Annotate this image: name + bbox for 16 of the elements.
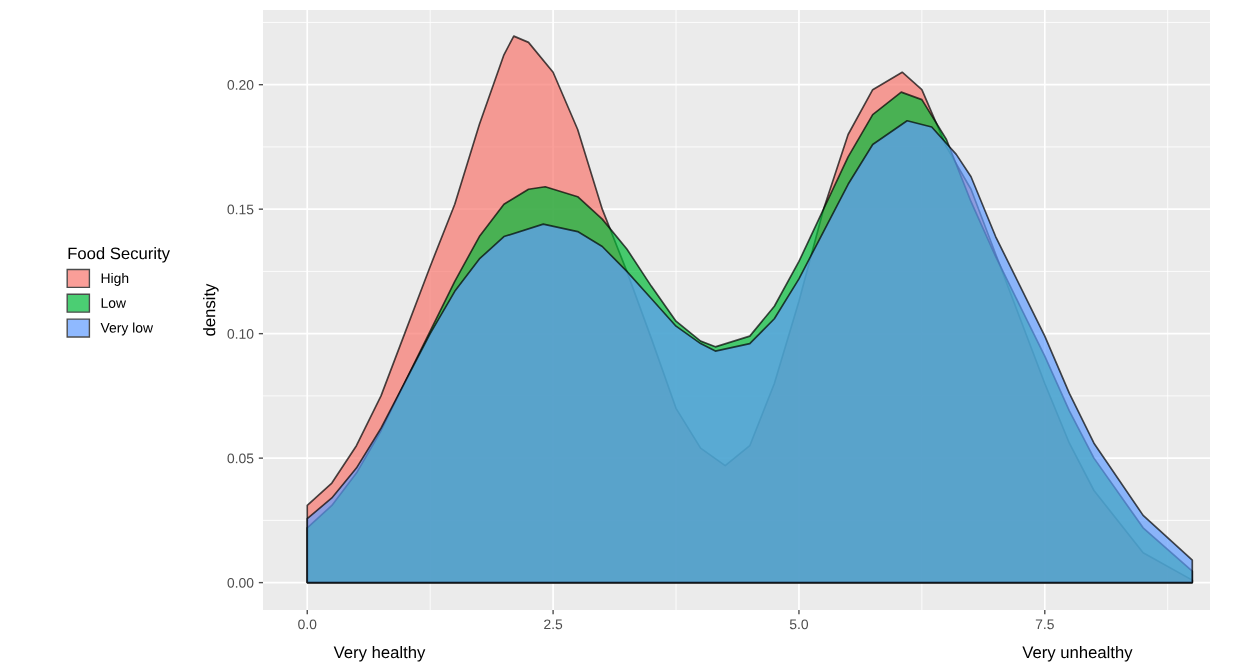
x-tick-label: 2.5 <box>544 619 563 630</box>
legend-label: High <box>101 272 129 286</box>
y-tick-label: 0.05 <box>227 453 254 464</box>
legend-title: Food Security <box>68 247 170 263</box>
text: Very healthy <box>333 646 426 662</box>
text: Very unhealthy <box>1022 646 1133 662</box>
x-tick-label: 0.0 <box>298 619 317 630</box>
y-tick-label: 0.15 <box>227 204 254 215</box>
y-tick-label: 0.10 <box>227 328 254 339</box>
y-axis-title: density <box>203 283 219 336</box>
y-tick-label: 0.00 <box>227 577 254 588</box>
legend-label: Very low <box>100 322 154 336</box>
x-tick-label: 5.0 <box>789 619 809 630</box>
legend-label: Low <box>101 298 127 308</box>
y-tick-label: 0.20 <box>227 80 254 90</box>
x-tick-label: 7.5 <box>1035 619 1054 630</box>
